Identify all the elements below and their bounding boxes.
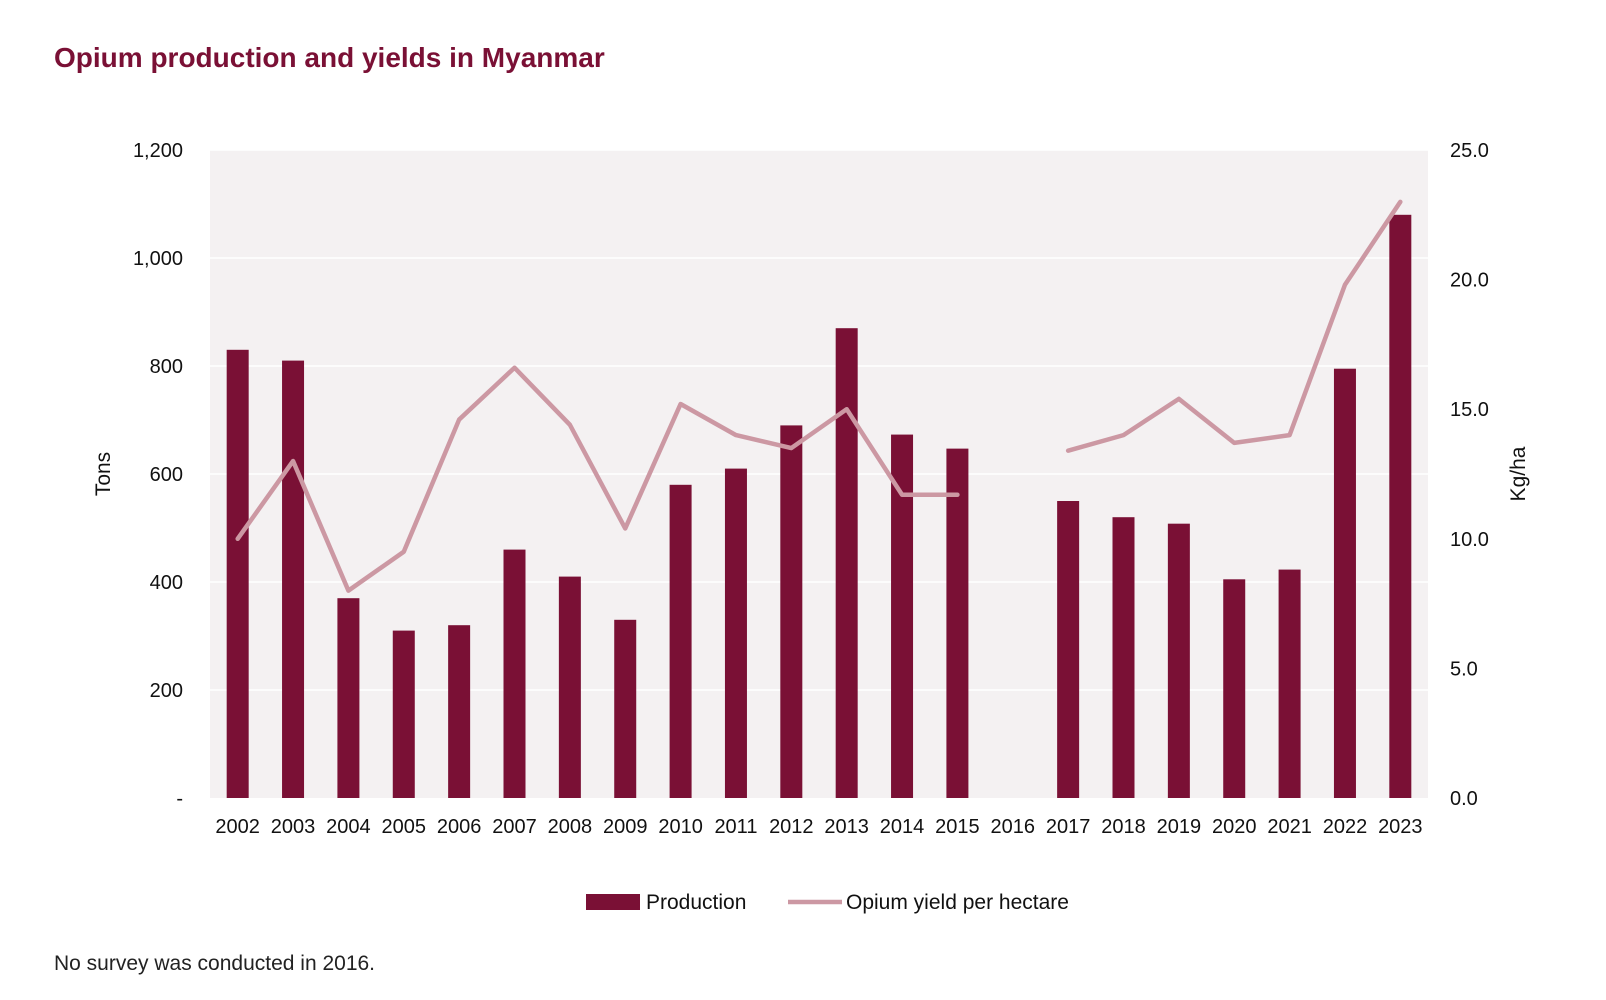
y2-axis-label: Kg/ha <box>1507 446 1530 501</box>
chart-title: Opium production and yields in Myanmar <box>54 42 605 73</box>
legend-yield-label: Opium yield per hectare <box>846 891 1069 914</box>
production-bar <box>448 625 471 798</box>
production-bar <box>669 484 692 798</box>
y2-tick-label: 10.0 <box>1450 529 1489 551</box>
legend-production-label: Production <box>646 891 746 914</box>
legend-production-swatch <box>586 894 640 910</box>
x-tick-label: 2012 <box>769 816 814 838</box>
production-bar <box>1057 501 1080 798</box>
y-tick-label: 200 <box>150 680 183 702</box>
x-tick-label: 2022 <box>1323 816 1368 838</box>
y-axis-label: Tons <box>92 452 115 496</box>
x-tick-label: 2007 <box>492 816 537 838</box>
legend: Production Opium yield per hectare <box>586 891 1069 914</box>
x-tick-label: 2017 <box>1046 816 1091 838</box>
x-tick-label: 2002 <box>215 816 260 838</box>
x-tick-label: 2011 <box>714 816 757 838</box>
production-bar <box>1167 523 1190 798</box>
x-tick-label: 2004 <box>326 816 371 838</box>
x-tick-label: 2005 <box>382 816 427 838</box>
x-tick-label: 2008 <box>548 816 593 838</box>
y2-tick-label: 20.0 <box>1450 270 1489 292</box>
production-bar <box>226 349 249 798</box>
y-tick-label: 600 <box>150 464 183 486</box>
x-tick-label: 2016 <box>991 816 1036 838</box>
footnote: No survey was conducted in 2016. <box>54 952 376 975</box>
x-tick-label: 2020 <box>1212 816 1257 838</box>
x-tick-label: 2006 <box>437 816 482 838</box>
production-bar <box>614 619 637 798</box>
yield-line-segment <box>235 365 960 593</box>
production-bar <box>1112 517 1135 798</box>
production-bar <box>558 576 581 798</box>
x-tick-label: 2010 <box>658 816 703 838</box>
production-bar <box>780 425 803 798</box>
y2-tick-label: 15.0 <box>1450 399 1489 421</box>
x-tick-label: 2013 <box>824 816 869 838</box>
x-tick-label: 2003 <box>271 816 316 838</box>
y-tick-label: 1,200 <box>133 140 183 162</box>
production-bar <box>1333 368 1356 798</box>
x-tick-label: 2021 <box>1267 816 1312 838</box>
production-bar <box>1223 579 1246 798</box>
production-bar <box>891 434 914 798</box>
x-tick-label: 2014 <box>880 816 925 838</box>
production-bar <box>392 630 415 798</box>
y2-tick-label: 25.0 <box>1450 140 1489 162</box>
y-tick-label: 800 <box>150 356 183 378</box>
x-tick-label: 2019 <box>1157 816 1202 838</box>
production-bar <box>835 328 858 798</box>
y-tick-label: - <box>176 788 183 810</box>
x-tick-label: 2018 <box>1101 816 1146 838</box>
production-bar <box>946 448 969 798</box>
x-tick-label: 2009 <box>603 816 648 838</box>
y-tick-label: 1,000 <box>133 248 183 270</box>
yield-line <box>235 199 1403 593</box>
production-bar <box>282 360 305 798</box>
production-bar <box>503 549 526 798</box>
x-tick-label: 2023 <box>1378 816 1423 838</box>
production-bar <box>337 598 360 798</box>
x-tick-label: 2015 <box>935 816 980 838</box>
left-axis: - 200 400 600 800 1,000 1,200 <box>133 140 183 810</box>
right-axis: 0.0 5.0 10.0 15.0 20.0 25.0 <box>1450 140 1489 810</box>
production-bar <box>1389 214 1412 799</box>
production-bar <box>1278 569 1301 798</box>
y-tick-label: 400 <box>150 572 183 594</box>
y2-tick-label: 0.0 <box>1450 788 1478 810</box>
production-bars <box>226 214 1412 799</box>
y2-tick-label: 5.0 <box>1450 658 1478 680</box>
x-axis: 2002 2003 2004 2005 2006 2007 2008 2009 2010 2011… <box>215 816 1422 838</box>
production-bar <box>724 468 747 798</box>
